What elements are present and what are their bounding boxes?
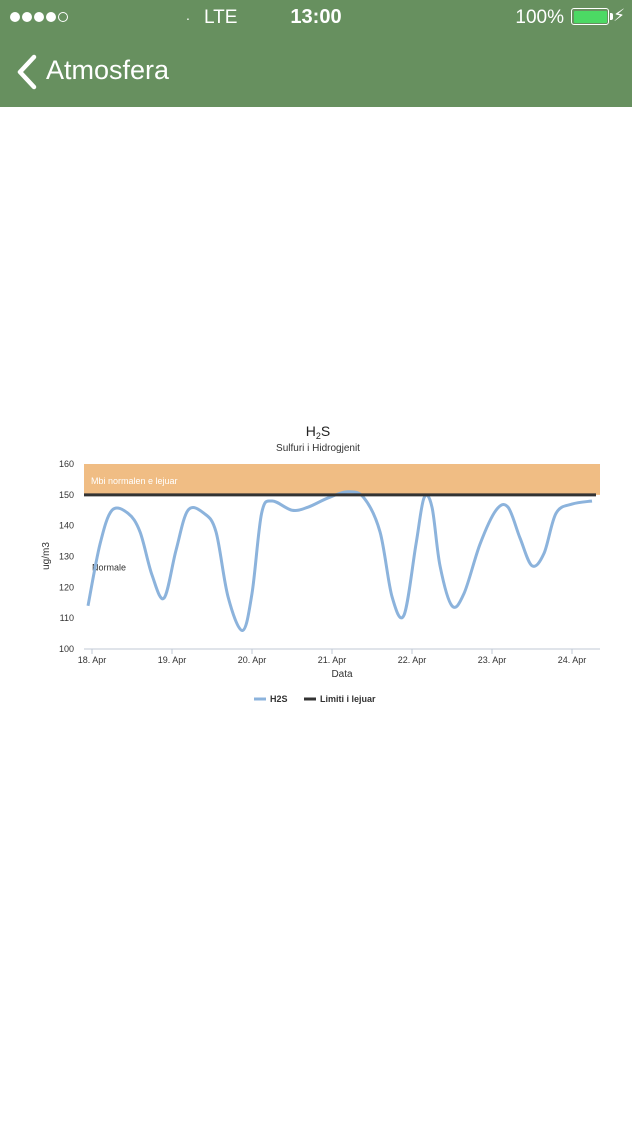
y-tick-label: 120: [59, 582, 74, 592]
app-header: . LTE 13:00 100% ⚡ Atmosfera: [0, 0, 632, 107]
status-time: 13:00: [290, 6, 342, 28]
chart-container: H2S Sulfuri i Hidrogjenit Mbi normalen e…: [0, 410, 632, 710]
legend-item-h2s[interactable]: H2S: [254, 694, 288, 704]
y-axis-label: ug/m3: [41, 542, 52, 570]
legend-item-limiti[interactable]: Limiti i lejuar: [304, 694, 376, 704]
legend-label-h2s: H2S: [270, 694, 288, 704]
y-tick-label: 130: [59, 552, 74, 562]
back-button-title[interactable]: Atmosfera: [46, 55, 170, 85]
signal-strength-icon: [10, 12, 68, 22]
x-tick-label: 21. Apr: [318, 655, 347, 665]
carrier-name: .: [186, 7, 190, 23]
signal-dot: [46, 12, 56, 22]
plot-band: [84, 464, 600, 495]
legend: H2S Limiti i lejuar: [254, 694, 376, 704]
series-line-h2s: [86, 490, 593, 632]
battery-cap: [610, 13, 613, 20]
legend-label-limiti: Limiti i lejuar: [320, 694, 376, 704]
x-tick-label: 22. Apr: [398, 655, 427, 665]
chart-subtitle: Sulfuri i Hidrogjenit: [276, 443, 360, 454]
x-tick-label: 20. Apr: [238, 655, 267, 665]
plot-area: Mbi normalen e lejuar Normale 100 110 120 130…: [59, 459, 600, 665]
chart-title: H2S: [306, 423, 330, 441]
x-tick-label: 18. Apr: [78, 655, 107, 665]
battery-icon: [571, 8, 609, 25]
network-type: LTE: [204, 7, 238, 28]
chevron-left-icon[interactable]: [14, 54, 42, 90]
status-bar: . LTE 13:00 100% ⚡: [0, 0, 632, 36]
x-axis-label: Data: [331, 669, 353, 680]
y-tick-label: 140: [59, 521, 74, 531]
normal-label: Normale: [92, 562, 126, 572]
y-tick-label: 150: [59, 490, 74, 500]
plot-band-label: Mbi normalen e lejuar: [91, 476, 178, 486]
signal-dot: [22, 12, 32, 22]
charging-bolt-icon: ⚡: [613, 6, 625, 25]
x-tick-label: 23. Apr: [478, 655, 507, 665]
h2s-chart: H2S Sulfuri i Hidrogjenit Mbi normalen e…: [41, 423, 600, 704]
y-tick-label: 110: [60, 613, 74, 623]
navigation-bar: Atmosfera: [0, 44, 632, 100]
battery-level: [573, 10, 607, 23]
signal-dot: [10, 12, 20, 22]
y-tick-label: 100: [59, 644, 74, 654]
battery-percentage: 100%: [515, 7, 564, 28]
x-tick-label: 24. Apr: [558, 655, 587, 665]
x-tick-label: 19. Apr: [158, 655, 187, 665]
signal-dot-empty: [58, 12, 68, 22]
y-tick-label: 160: [59, 459, 74, 469]
signal-dot: [34, 12, 44, 22]
